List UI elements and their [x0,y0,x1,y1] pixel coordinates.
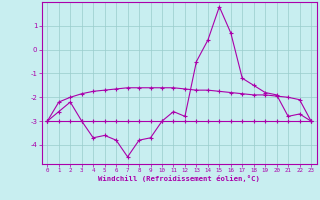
X-axis label: Windchill (Refroidissement éolien,°C): Windchill (Refroidissement éolien,°C) [98,175,260,182]
